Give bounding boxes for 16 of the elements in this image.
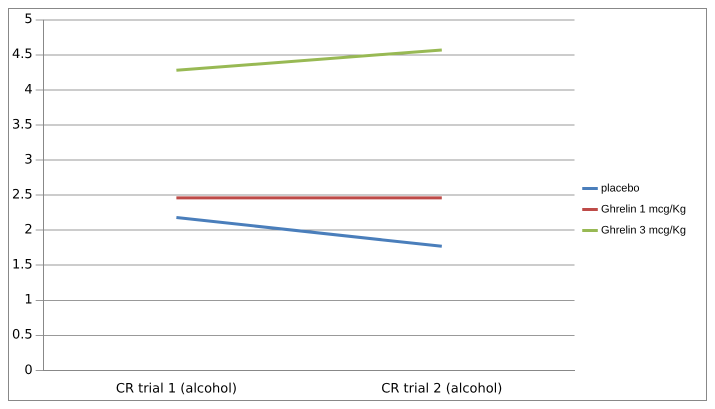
y-tick-label: 1 <box>24 292 33 308</box>
legend-label: placebo <box>601 182 640 195</box>
y-tick-label: 5 <box>24 12 33 28</box>
y-tick-label: 1.5 <box>12 258 33 273</box>
x-tick-label: CR trial 2 (alcohol) <box>381 382 502 397</box>
legend-label: Ghrelin 1 mcg/Kg <box>601 204 686 216</box>
y-tick-label: 4.5 <box>12 47 33 62</box>
x-tick-label: CR trial 1 (alcohol) <box>116 382 237 397</box>
y-tick-label: 0 <box>24 362 33 378</box>
legend-label: Ghrelin 3 mcg/Kg <box>601 224 686 237</box>
y-tick-label: 3.5 <box>12 117 33 132</box>
y-tick-label: 3 <box>24 152 33 168</box>
y-tick-label: 4 <box>24 82 33 98</box>
y-tick-label: 0.5 <box>12 328 33 343</box>
y-tick-label: 2.5 <box>12 187 33 202</box>
y-tick-label: 2 <box>24 222 33 238</box>
